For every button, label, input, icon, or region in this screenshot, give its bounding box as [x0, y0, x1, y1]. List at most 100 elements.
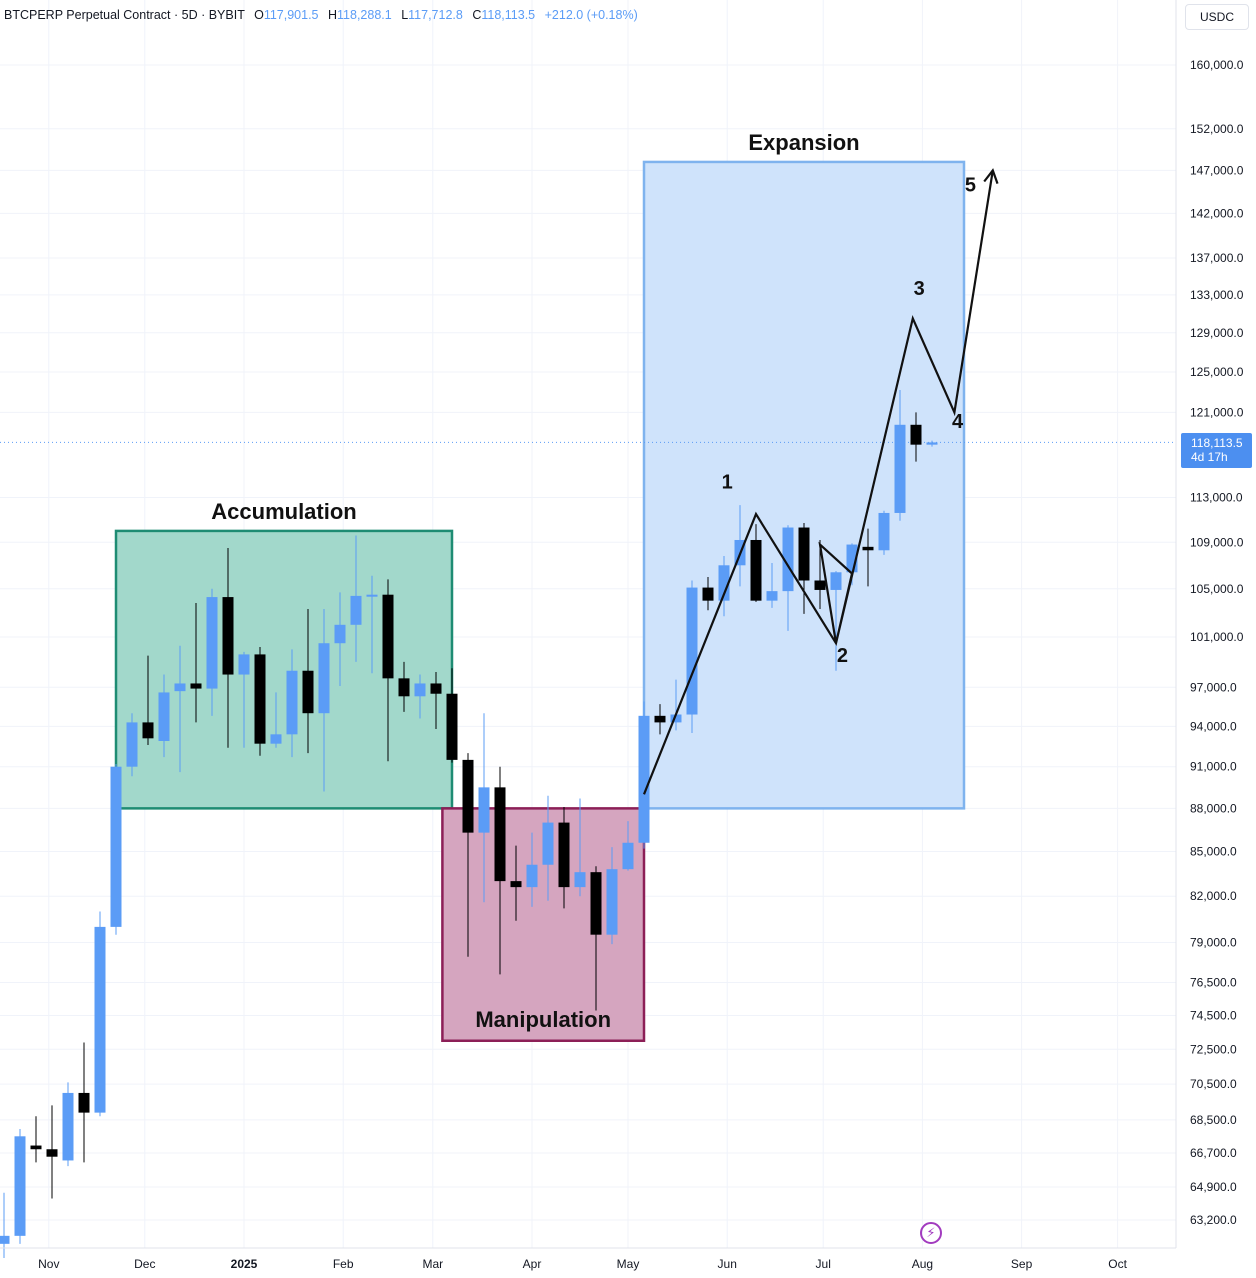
- candle-body: [606, 869, 618, 935]
- candle-body: [302, 670, 314, 714]
- candle-body: [478, 787, 490, 833]
- expansion-zone-label: Expansion: [748, 130, 859, 155]
- candle-body: [766, 591, 778, 601]
- wave-label: 4: [952, 411, 964, 433]
- x-tick-label: Feb: [333, 1257, 354, 1271]
- symbol-title: BTCPERP Perpetual Contract · 5D · BYBIT: [4, 8, 245, 22]
- high-label: H: [328, 8, 338, 22]
- y-tick-label: 68,500.0: [1190, 1113, 1237, 1127]
- currency-button[interactable]: USDC: [1185, 4, 1249, 30]
- candle-body: [686, 587, 698, 715]
- candle-body: [414, 683, 426, 697]
- candle-body: [910, 424, 922, 445]
- x-tick-label: 2025: [231, 1257, 258, 1271]
- candle-body: [174, 683, 186, 692]
- candle-body: [158, 692, 170, 742]
- candle-body: [574, 872, 586, 888]
- candle-body: [830, 572, 842, 590]
- candle-body: [926, 442, 938, 445]
- candle-body: [670, 714, 682, 723]
- candle-body: [126, 722, 138, 767]
- y-tick-label: 129,000.0: [1190, 326, 1244, 340]
- y-tick-label: 125,000.0: [1190, 365, 1244, 379]
- y-tick-label: 97,000.0: [1190, 680, 1237, 694]
- candle-body: [878, 512, 890, 551]
- wave-label: 1: [722, 472, 733, 494]
- accumulation-zone-label: Accumulation: [211, 499, 356, 524]
- y-tick-label: 94,000.0: [1190, 719, 1237, 733]
- candle-body: [622, 842, 634, 870]
- wave-label: 2: [837, 645, 848, 667]
- candle-body: [446, 693, 458, 760]
- x-tick-label: Dec: [134, 1257, 155, 1271]
- open-label: O: [254, 8, 264, 22]
- y-tick-label: 79,000.0: [1190, 936, 1237, 950]
- y-tick-label: 142,000.0: [1190, 206, 1244, 220]
- y-tick-label: 109,000.0: [1190, 535, 1244, 549]
- candle-body: [590, 872, 602, 935]
- candle-body: [270, 734, 282, 744]
- change-value: +212.0 (+0.18%): [544, 8, 638, 22]
- last-price-badge: 118,113.5 4d 17h: [1181, 433, 1252, 468]
- close-value: 118,113.5: [481, 8, 536, 22]
- candle-body: [254, 654, 266, 744]
- price-axis-background: [1176, 0, 1256, 1273]
- low-value: 117,712.8: [408, 8, 463, 22]
- y-tick-label: 121,000.0: [1190, 405, 1244, 419]
- x-tick-label: Aug: [912, 1257, 933, 1271]
- candle-body: [750, 539, 762, 601]
- wave-arrow-head: [983, 168, 999, 184]
- candle-body: [846, 544, 858, 573]
- candle-body: [334, 624, 346, 644]
- wave-path: 1 2 3 4 5: [642, 168, 999, 795]
- candle-body: [366, 594, 378, 597]
- candle-body: [814, 580, 826, 590]
- candle-body: [110, 766, 122, 927]
- candle-body: [142, 722, 154, 739]
- candle-body: [654, 715, 666, 723]
- candle-body: [558, 822, 570, 888]
- y-tick-label: 133,000.0: [1190, 288, 1244, 302]
- candle-body: [286, 670, 298, 735]
- symbol-legend: BTCPERP Perpetual Contract · 5D · BYBIT …: [4, 8, 638, 22]
- candle-body: [782, 527, 794, 592]
- candle-body: [894, 424, 906, 513]
- candle-body: [718, 565, 730, 601]
- candle-body: [14, 1136, 26, 1236]
- candle-body: [206, 597, 218, 689]
- candle-body: [94, 926, 106, 1113]
- y-tick-label: 88,000.0: [1190, 801, 1237, 815]
- wave-line: [642, 170, 994, 795]
- wave-label: 5: [965, 175, 976, 197]
- bar-countdown: 4d 17h: [1191, 450, 1228, 464]
- candle-body: [398, 678, 410, 697]
- x-tick-label: Jun: [718, 1257, 737, 1271]
- manipulation-zone-label: Manipulation: [475, 1007, 611, 1032]
- candle-body: [862, 546, 874, 551]
- candle-body: [494, 787, 506, 882]
- candle-body: [62, 1092, 74, 1161]
- candle-body: [526, 864, 538, 888]
- candles: [0, 389, 938, 1258]
- y-tick-label: 70,500.0: [1190, 1077, 1237, 1091]
- candle-body: [350, 595, 362, 625]
- candle-body: [238, 654, 250, 675]
- y-tick-label: 105,000.0: [1190, 582, 1244, 596]
- y-tick-label: 76,500.0: [1190, 976, 1237, 990]
- y-tick-label: 74,500.0: [1190, 1008, 1237, 1022]
- candle-body: [702, 587, 714, 601]
- candle-body: [0, 1235, 10, 1244]
- last-price-value: 118,113.5: [1191, 436, 1243, 450]
- y-tick-label: 66,700.0: [1190, 1146, 1237, 1160]
- candle-body: [46, 1149, 58, 1157]
- y-tick-label: 85,000.0: [1190, 845, 1237, 859]
- candle-body: [542, 822, 554, 865]
- x-tick-label: Oct: [1108, 1257, 1127, 1271]
- lightning-icon[interactable]: ⚡: [920, 1222, 942, 1244]
- x-tick-label: Apr: [523, 1257, 542, 1271]
- x-tick-label: Sep: [1011, 1257, 1033, 1271]
- x-tick-label: Mar: [422, 1257, 443, 1271]
- candle-body: [638, 715, 650, 843]
